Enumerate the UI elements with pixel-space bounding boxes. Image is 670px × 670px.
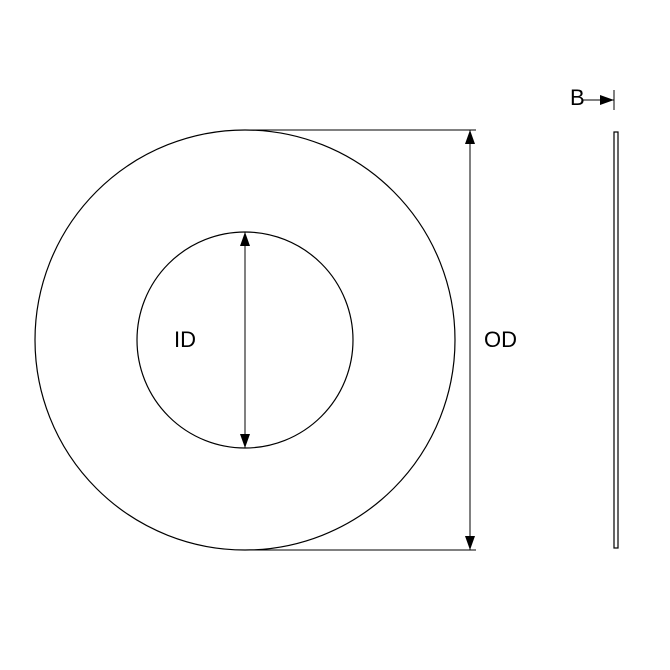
b-label: B <box>570 85 585 110</box>
dimension-od: OD <box>245 130 517 550</box>
washer-side-view <box>614 132 618 548</box>
washer-dimension-diagram: ID OD B <box>0 0 670 670</box>
id-label: ID <box>174 327 196 352</box>
dimension-id: ID <box>174 232 250 448</box>
dimension-b: B <box>570 85 614 110</box>
od-label: OD <box>484 327 517 352</box>
